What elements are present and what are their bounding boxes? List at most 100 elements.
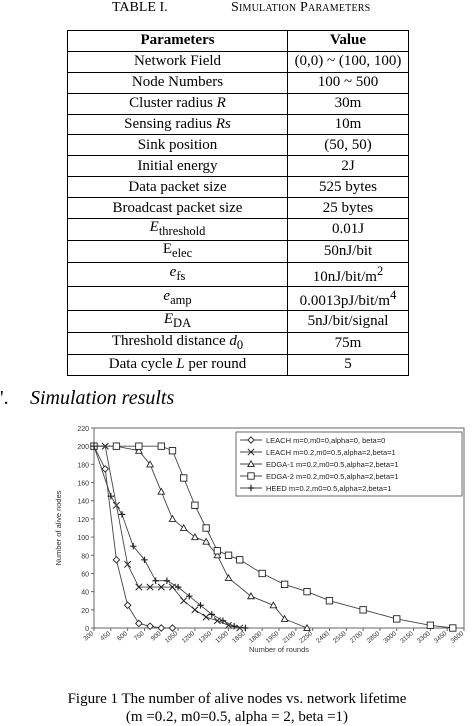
y-axis-label: Number of alive nodes [54, 490, 63, 565]
param-cell: Broadcast packet size [67, 197, 288, 220]
series-3-point [190, 532, 199, 541]
series-line-1 [93, 446, 173, 629]
series-3-point [168, 514, 177, 522]
table-row: efs 10nJ/bit/m2 [67, 262, 409, 288]
y-tick-label: 60 [81, 571, 89, 578]
series-4-point [168, 447, 177, 455]
section-title: Simulation results [30, 387, 175, 409]
table-row: Sink position (50, 50) [67, 134, 409, 157]
y-tick-label: 180 [77, 462, 89, 469]
series-3-point [134, 446, 143, 454]
param-text: Sensing radius [124, 116, 216, 132]
param-subscript: threshold [158, 224, 206, 239]
x-tick-label: 2400 [315, 630, 331, 645]
x-tick-label: 1650 [231, 630, 247, 645]
x-axis-label: Number of rounds [249, 645, 309, 654]
table-caption-title: Simulation Parameters [231, 0, 371, 15]
param-cell: EDA [67, 310, 288, 334]
param-symbol: E [149, 219, 159, 236]
value-cell: 5nJ/bit/signal [287, 310, 409, 334]
header-value: Value [287, 30, 409, 52]
x-tick-label: 3300 [416, 630, 432, 645]
param-cell: Network Field [67, 50, 288, 73]
param-text: Cluster radius [129, 95, 217, 112]
table-body: Network Field (0,0) ~ (100, 100) Node Numb… [67, 50, 409, 376]
value-cell: 100 ~ 500 [287, 71, 409, 94]
x-tick-label: 1350 [197, 630, 213, 645]
y-tick-label: 80 [81, 553, 89, 560]
param-symbol: L [176, 356, 185, 373]
param-symbol: e [163, 288, 171, 305]
header-parameters: Parameters [67, 30, 288, 52]
x-tick-label: 2250 [298, 630, 314, 645]
param-text: Sink position [137, 136, 218, 153]
y-tick-label: 100 [77, 535, 89, 542]
x-tick-label: 1200 [181, 630, 197, 645]
series-1-point [157, 624, 166, 632]
series-2-point [124, 560, 132, 568]
param-symbol: Rs [215, 116, 231, 132]
series-2-point [180, 597, 188, 605]
value-text: 10nJ/bit/m [312, 269, 377, 286]
param-subscript: DA [173, 316, 192, 331]
series-4-point [112, 442, 121, 450]
series-4-point [359, 606, 367, 614]
legend-marker [247, 484, 255, 492]
series-3-point [247, 592, 255, 600]
series-4-point [426, 621, 435, 629]
simulation-parameters-table: Parameters Value Network Field (0,0) ~ (1… [67, 30, 409, 376]
value-text: 525 bytes [319, 178, 377, 195]
value-text: (50, 50) [324, 136, 372, 153]
table-row: Network Field (0,0) ~ (100, 100) [67, 50, 409, 73]
series-3-point [280, 614, 289, 622]
param-text: Network Field [133, 53, 222, 70]
param-subscript: fs [176, 269, 186, 284]
param-subscript: amp [170, 293, 192, 308]
series-5-point [90, 442, 98, 450]
table-row: Data cycle L per round 5 [67, 354, 409, 376]
series-line-5 [93, 446, 246, 629]
series-5-point [141, 556, 148, 564]
value-text: 5 [344, 356, 352, 373]
param-subscript: 0 [236, 338, 244, 353]
param-text: Data cycle [108, 356, 177, 373]
table-row: Broadcast packet size 25 bytes [67, 197, 409, 220]
section-marker: '. [0, 387, 9, 409]
series-4-point [236, 556, 244, 564]
param-symbol: d [229, 333, 237, 350]
series-1-point [112, 555, 121, 564]
value-cell: 10m [287, 113, 409, 136]
value-text: 75m [334, 335, 362, 352]
y-tick-label: 40 [81, 590, 89, 597]
figure-caption-line1: Figure 1 The number of alive nodes vs. n… [67, 691, 407, 707]
table-row: Sensing radius Rs 10m [67, 113, 409, 136]
x-tick-label: 900 [150, 630, 163, 643]
series-5-point [163, 577, 171, 584]
series-3-point [146, 460, 155, 468]
value-text: (0,0) ~ (100, 100) [294, 53, 402, 70]
series-5-point [197, 602, 204, 609]
x-tick-label: 1500 [214, 630, 230, 645]
table-row: eamp 0.0013pJ/bit/m4 [67, 286, 409, 312]
y-tick-label: 0 [85, 626, 89, 633]
param-text: E [162, 241, 173, 258]
legend-label: EDGA-2 m=0.2,m0=0.5,alpha=2,beta=1 [266, 472, 399, 481]
legend-marker [247, 448, 255, 456]
table-row: Eelec 50nJ/bit [67, 240, 409, 264]
value-cell: 5 [287, 354, 409, 376]
value-text: 2J [341, 157, 355, 174]
value-cell: 2J [287, 155, 409, 178]
series-1-point [168, 624, 177, 632]
value-cell: 525 bytes [287, 176, 409, 199]
param-cell: Sensing radius Rs [67, 113, 288, 136]
value-text: 100 ~ 500 [317, 74, 379, 91]
series-3-point [179, 523, 188, 532]
series-4-point [157, 442, 165, 450]
legend-marker [247, 436, 255, 444]
x-tick-label: 2100 [282, 630, 298, 645]
value-cell: 0.0013pJ/bit/m4 [287, 286, 409, 312]
param-cell: Ethreshold [67, 218, 288, 242]
value-text: 25 bytes [322, 199, 374, 216]
series-2-point [146, 583, 154, 591]
